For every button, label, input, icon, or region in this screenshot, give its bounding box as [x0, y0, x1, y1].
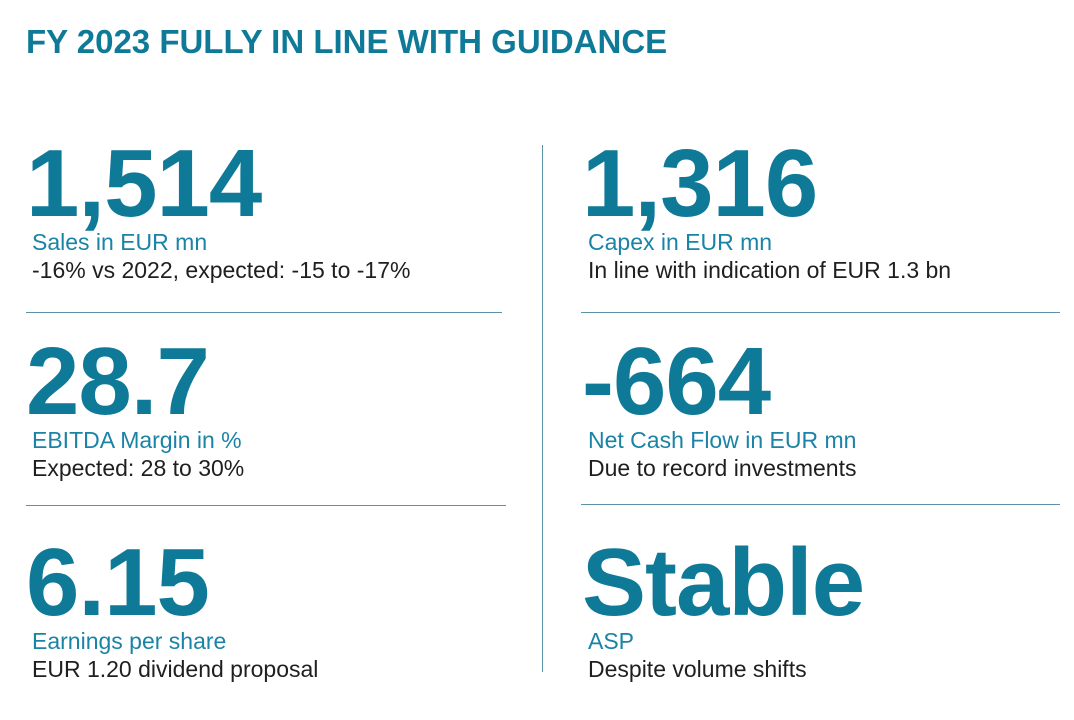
kpi-value: 1,514: [26, 130, 262, 237]
vertical-divider: [542, 145, 543, 672]
kpi-value: 6.15: [26, 529, 210, 636]
kpi-subtext: Due to record investments: [588, 455, 857, 481]
kpi-subtext: Expected: 28 to 30%: [32, 455, 245, 481]
kpi-subtext: EUR 1.20 dividend proposal: [32, 656, 319, 682]
row-divider-left-2: [26, 505, 506, 506]
kpi-label: Net Cash Flow in EUR mn: [588, 427, 857, 453]
kpi-value: -664: [582, 328, 771, 435]
row-divider-right-2: [581, 504, 1060, 505]
kpi-label: EBITDA Margin in %: [32, 427, 242, 453]
kpi-label: Earnings per share: [32, 628, 227, 654]
row-divider-right-1: [581, 312, 1060, 313]
kpi-value: 1,316: [582, 130, 818, 237]
kpi-label: ASP: [588, 628, 635, 654]
kpi-subtext: Despite volume shifts: [588, 656, 807, 682]
page-title: FY 2023 FULLY IN LINE WITH GUIDANCE: [26, 23, 668, 60]
row-divider-left-1: [26, 312, 502, 313]
kpi-label: Sales in EUR mn: [32, 229, 208, 255]
kpi-subtext: In line with indication of EUR 1.3 bn: [588, 257, 952, 283]
kpi-label: Capex in EUR mn: [588, 229, 773, 255]
kpi-value: Stable: [582, 529, 865, 636]
kpi-value: 28.7: [26, 328, 210, 435]
kpi-subtext: -16% vs 2022, expected: -15 to -17%: [32, 257, 411, 283]
